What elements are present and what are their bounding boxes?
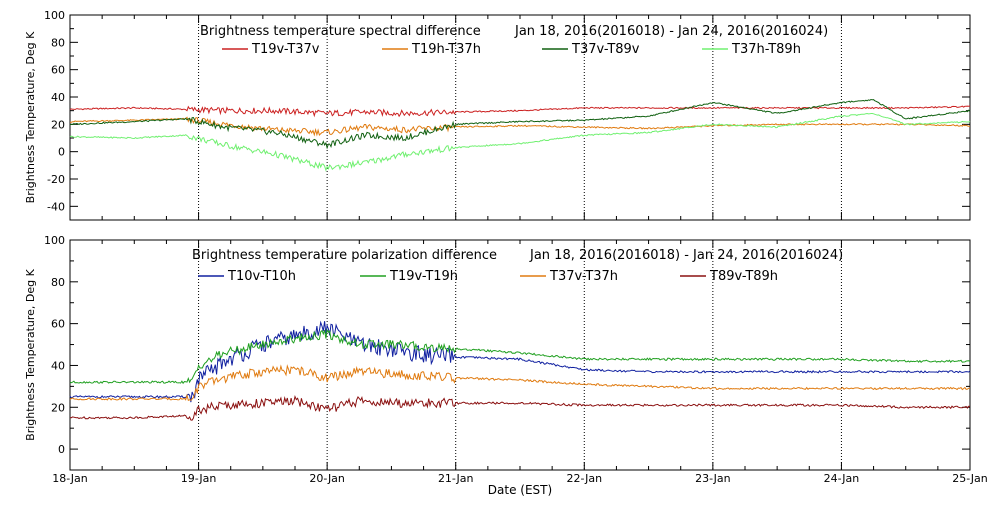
y-tick-label: 0 (58, 146, 65, 159)
y-axis-ticks: 0 20 40 60 80 100 (44, 234, 970, 471)
y-tick-label: -20 (47, 173, 65, 186)
legend-label: T37v-T37h (549, 269, 618, 284)
series-line-T10v-T10h (69, 320, 971, 403)
plot-frame (69, 14, 971, 221)
legend: T19v-T37v T19h-T37h T37v-T89v T37h-T89h (222, 42, 801, 57)
legend-label: T37h-T89h (731, 42, 801, 57)
polarization-difference-panel: 0 20 40 60 80 100 Brightness temperature pola… (24, 234, 988, 497)
legend-label: T19v-T37v (251, 42, 320, 57)
series-group (69, 98, 971, 172)
y-axis-label: Brightness Temperature, Deg K (24, 268, 37, 440)
x-tick-label: 24-Jan (824, 472, 860, 485)
x-tick-label: 21-Jan (438, 472, 474, 485)
chart-title: Brightness temperature polarization diff… (192, 248, 497, 263)
x-tick-label: 25-Jan (952, 472, 988, 485)
y-tick-label: 40 (51, 91, 65, 104)
series-line-T37v-T37h (69, 364, 971, 401)
x-axis-label: Date (EST) (488, 483, 552, 497)
legend-label: T19h-T37h (411, 42, 481, 57)
x-tick-label: 23-Jan (695, 472, 731, 485)
legend-label: T37v-T89v (571, 42, 640, 57)
y-tick-label: 40 (51, 359, 65, 372)
x-tick-label: 22-Jan (567, 472, 603, 485)
y-tick-label: 20 (51, 118, 65, 131)
y-tick-label: 60 (51, 64, 65, 77)
series-line-T19h-T37h (70, 116, 971, 137)
y-tick-label: 100 (44, 234, 65, 247)
chart-title: Brightness temperature spectral differen… (200, 24, 481, 39)
plot-frame (69, 239, 971, 471)
x-tick-label: 18-Jan (52, 472, 88, 485)
series-line-T19v-T19h (69, 328, 971, 385)
gridlines (69, 15, 971, 220)
y-tick-label: 80 (51, 36, 65, 49)
y-axis-label: Brightness Temperature, Deg K (24, 31, 37, 203)
x-tick-label: 20-Jan (309, 472, 345, 485)
legend-label: T19v-T19h (389, 269, 458, 284)
y-axis-ticks: -40 -20 0 20 40 60 80 100 (44, 9, 970, 221)
x-axis-ticks: 18-Jan 19-Jan 20-Jan 21-Jan 22-Jan 23-Jan 24-J… (52, 472, 988, 485)
legend-label: T10v-T10h (227, 269, 296, 284)
x-tick-label: 19-Jan (181, 472, 217, 485)
series-line-T37v-T89v (69, 98, 971, 150)
y-tick-label: -40 (47, 200, 65, 213)
series-line-T37h-T89h (69, 112, 971, 172)
gridlines (69, 240, 971, 470)
series-line-T19v-T37v (69, 105, 971, 118)
y-tick-label: 60 (51, 318, 65, 331)
spectral-difference-panel: -40 -20 0 20 40 60 80 100 Brightness temperatur… (24, 9, 971, 221)
legend: T10v-T10h T19v-T19h T37v-T37h T89v-T89h (198, 269, 778, 284)
series-group (69, 320, 971, 421)
y-tick-label: 0 (58, 443, 65, 456)
legend-label: T89v-T89h (709, 269, 778, 284)
series-line-T89v-T89h (70, 395, 971, 421)
chart-date-range: Jan 18, 2016(2016018) - Jan 24, 2016(201… (529, 248, 843, 263)
chart-date-range: Jan 18, 2016(2016018) - Jan 24, 2016(201… (514, 24, 828, 39)
y-tick-label: 100 (44, 9, 65, 22)
y-tick-label: 80 (51, 276, 65, 289)
y-tick-label: 20 (51, 401, 65, 414)
